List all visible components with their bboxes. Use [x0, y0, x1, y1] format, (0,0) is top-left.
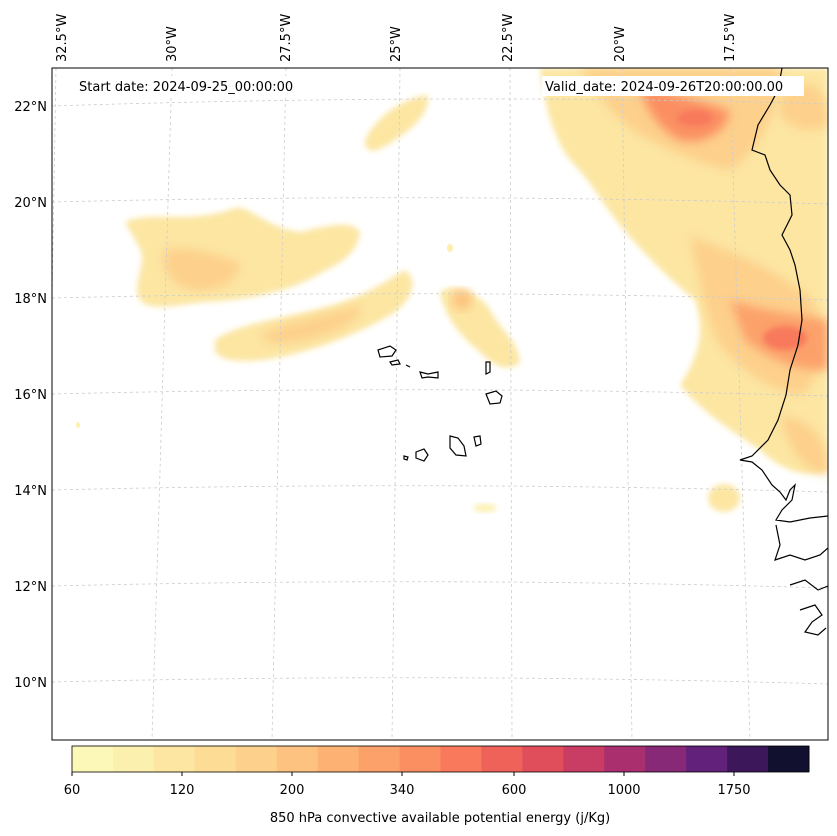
colorbar-segment	[399, 746, 441, 772]
gridline-lon	[509, 68, 513, 740]
colorbar-segment	[72, 746, 114, 772]
lat-label: 20°N	[14, 196, 47, 211]
colorbar-segment	[727, 746, 769, 772]
lat-label: 14°N	[14, 484, 47, 499]
cape-swath-east-6	[780, 415, 828, 475]
gridline-lon	[271, 68, 287, 740]
colorbar-segment	[481, 746, 523, 772]
colorbar-segment	[112, 746, 155, 772]
colorbar-tick-label: 1000	[607, 783, 640, 798]
coastline	[377, 68, 828, 636]
gridline-lat	[52, 293, 828, 301]
cape-blob-north	[365, 95, 429, 151]
colorbar-segment	[317, 746, 360, 772]
start-date-box	[74, 76, 310, 96]
colorbar-segment	[440, 746, 482, 772]
lat-label: 16°N	[14, 388, 47, 403]
island-sao-nicolau	[419, 371, 439, 379]
lon-label: 32.5°W	[55, 14, 70, 62]
colorbar-segment	[768, 746, 810, 772]
colorbar-title: 850 hPa convective available potential e…	[270, 811, 610, 826]
island-santa-luzia	[405, 364, 411, 368]
cape-blob-west-core	[164, 248, 240, 291]
island-sao-vicente	[389, 359, 401, 366]
gridline-lat	[52, 389, 828, 397]
colorbar-segment	[686, 746, 728, 772]
gridline-lon	[52, 68, 57, 301]
colorbar-ticks	[71, 772, 735, 776]
colorbar-segment	[563, 746, 605, 772]
colorbar-segment	[153, 746, 196, 772]
colorbar-segment	[522, 746, 564, 772]
colorbar-segment	[604, 746, 646, 772]
colorbar-segment	[645, 746, 687, 772]
gridline-lat	[52, 197, 828, 205]
gridline-lon	[391, 68, 401, 740]
gridline-lat	[52, 98, 828, 107]
gridlines	[52, 68, 828, 740]
island-maio	[473, 435, 482, 447]
island-sal	[485, 361, 491, 375]
colorbar-tick-label: 600	[502, 783, 527, 798]
colorbar-segment	[194, 746, 237, 772]
lon-label: 30°W	[165, 26, 180, 62]
lon-label: 22.5°W	[501, 14, 516, 62]
lon-label: 17.5°W	[723, 14, 738, 62]
colorbar-segment	[276, 746, 319, 772]
lon-label: 20°W	[613, 26, 628, 62]
africa-coast	[739, 68, 828, 523]
island-boa-vista	[485, 390, 503, 405]
colorbar-frame	[71, 745, 810, 773]
island-santo-antao	[377, 345, 397, 358]
lat-label: 18°N	[14, 292, 47, 307]
lon-label: 27.5°W	[279, 14, 294, 62]
colorbar-tick-label: 200	[280, 783, 305, 798]
colorbar-segment	[358, 746, 401, 772]
gridline-lon	[151, 68, 173, 740]
island-brava	[403, 455, 409, 461]
colorbar-tick-label: 340	[390, 783, 415, 798]
valid-date-label: Valid_date: 2024-09-26T20:00:00.00	[545, 80, 783, 95]
gridline-lon	[729, 68, 751, 740]
valid-date-box	[542, 76, 804, 96]
lat-label: 12°N	[14, 580, 47, 595]
island-fogo	[415, 448, 429, 462]
start-date-label: Start date: 2024-09-25_00:00:00	[79, 80, 293, 95]
gridline-lat	[52, 677, 828, 685]
lon-label: 25°W	[389, 26, 404, 62]
cape-blob-central-core	[260, 305, 361, 344]
gridline-lat	[52, 485, 828, 493]
gridline-lon	[621, 68, 633, 740]
gridline-lat	[52, 581, 828, 589]
colorbar-tick-label: 1750	[717, 783, 750, 798]
colorbar-tick-label: 60	[64, 783, 81, 798]
map-frame	[51, 67, 829, 741]
colorbar-tick-label: 120	[170, 783, 195, 798]
island-santiago	[449, 435, 467, 457]
lat-label: 10°N	[14, 676, 47, 691]
colorbar-segment	[235, 746, 278, 772]
lat-label: 22°N	[14, 100, 47, 115]
colorbar	[72, 746, 810, 772]
